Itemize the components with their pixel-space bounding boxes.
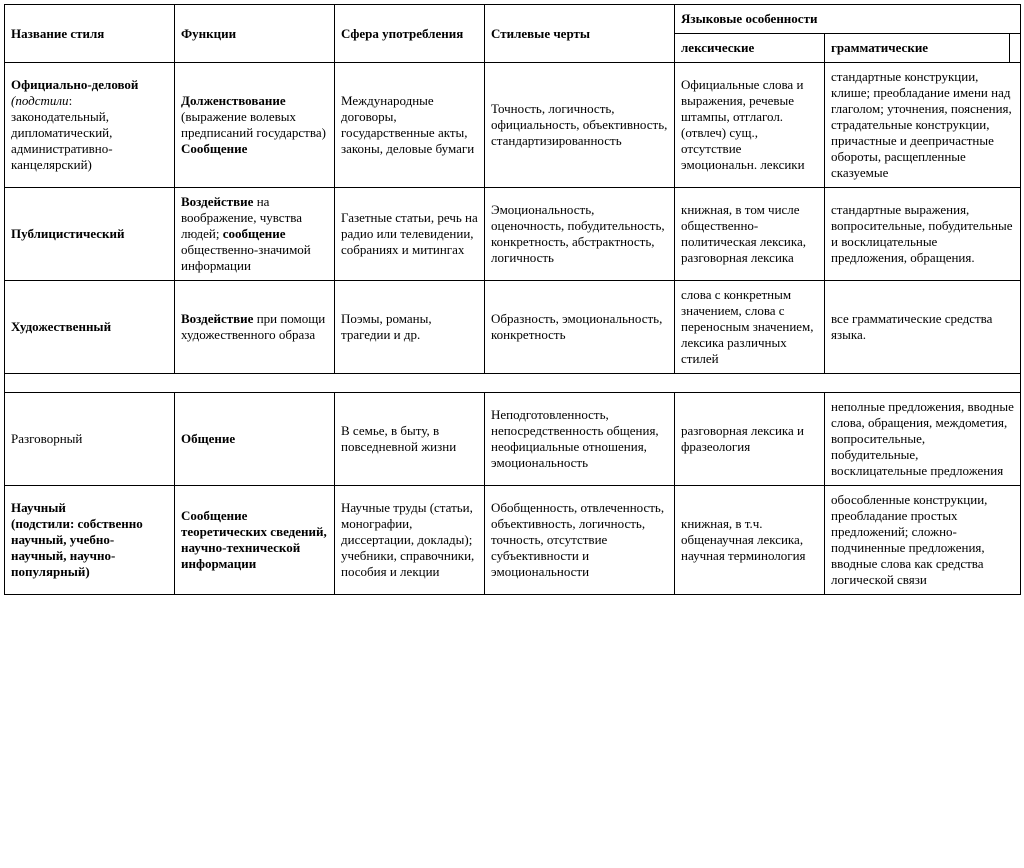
cell-lex: разговорная лексика и фразеология	[675, 393, 825, 486]
cell-name: Художественный	[5, 281, 175, 374]
table-row: Официально-деловой (подстили: законодате…	[5, 63, 1021, 188]
cell-name: Официально-деловой (подстили: законодате…	[5, 63, 175, 188]
table-row: Художественный Воздействие при помощи ху…	[5, 281, 1021, 374]
cell-func: Воздействие на воображение, чувства люде…	[175, 188, 335, 281]
table-row: Научный(подстили: собственно научный, уч…	[5, 486, 1021, 595]
cell-sphere: Поэмы, романы, трагедии и др.	[335, 281, 485, 374]
table-row: Разговорный Общение В семье, в быту, в п…	[5, 393, 1021, 486]
cell-func: Сообщение теоретических сведений, научно…	[175, 486, 335, 595]
cell-sphere: Газетные статьи, речь на радио или телев…	[335, 188, 485, 281]
header-lex: лексические	[675, 34, 825, 63]
cell-lex: книжная, в том числе общественно-политич…	[675, 188, 825, 281]
table-row: Публицистический Воздействие на воображе…	[5, 188, 1021, 281]
header-row-1: Название стиля Функции Сфера употреблени…	[5, 5, 1021, 34]
cell-name: Научный(подстили: собственно научный, уч…	[5, 486, 175, 595]
header-sphere: Сфера употребления	[335, 5, 485, 63]
cell-gram: неполные предложения, вводные слова, обр…	[825, 393, 1021, 486]
cell-func: Воздействие при помощи художественного о…	[175, 281, 335, 374]
header-gram: грамматические	[825, 34, 1010, 63]
header-lang: Языковые особенности	[675, 5, 1021, 34]
cell-name: Публицистический	[5, 188, 175, 281]
cell-gram: обособленные конструкции, преобладание п…	[825, 486, 1021, 595]
gap-row	[5, 374, 1021, 393]
header-name: Название стиля	[5, 5, 175, 63]
header-traits: Стилевые черты	[485, 5, 675, 63]
cell-sphere: В семье, в быту, в повседневной жизни	[335, 393, 485, 486]
header-extra	[1010, 34, 1021, 63]
cell-func: Долженствование (выражение волевых предп…	[175, 63, 335, 188]
cell-lex: книжная, в т.ч. общенаучная лексика, нау…	[675, 486, 825, 595]
cell-lex: Официальные слова и выражения, речевые ш…	[675, 63, 825, 188]
cell-traits: Точность, логичность, официальность, объ…	[485, 63, 675, 188]
cell-lex: слова с конкретным значением, слова с пе…	[675, 281, 825, 374]
cell-sphere: Научные труды (статьи, монографии, диссе…	[335, 486, 485, 595]
cell-traits: Образность, эмоциональность, конкретност…	[485, 281, 675, 374]
cell-traits: Эмоциональность, оценочность, побудитель…	[485, 188, 675, 281]
cell-func: Общение	[175, 393, 335, 486]
cell-traits: Обобщенность, отвлеченность, объективнос…	[485, 486, 675, 595]
cell-sphere: Международные договоры, государственные …	[335, 63, 485, 188]
cell-gram: стандартные конструкции, клише; преоблад…	[825, 63, 1021, 188]
styles-table: Название стиля Функции Сфера употреблени…	[4, 4, 1021, 595]
cell-traits: Неподготовленность, непосредственность о…	[485, 393, 675, 486]
cell-gram: стандартные выражения, вопросительные, п…	[825, 188, 1021, 281]
cell-gram: все грамматические средства языка.	[825, 281, 1021, 374]
header-func: Функции	[175, 5, 335, 63]
cell-name: Разговорный	[5, 393, 175, 486]
